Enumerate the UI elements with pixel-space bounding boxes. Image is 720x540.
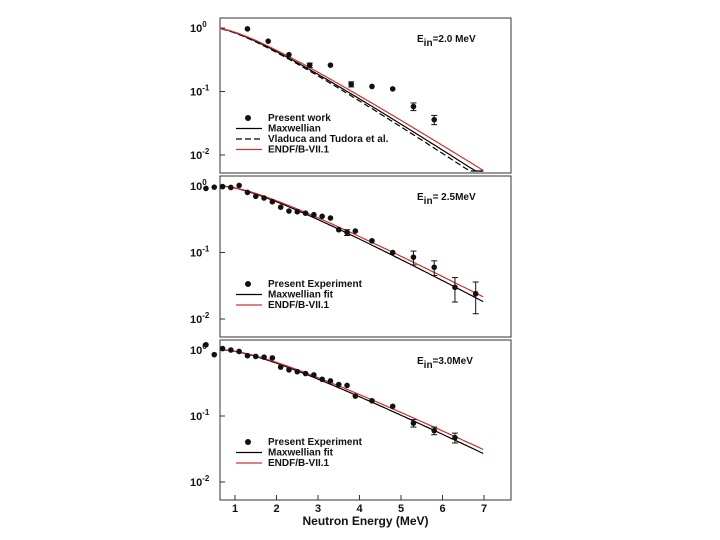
x-tick-label-4: 4 xyxy=(356,503,363,515)
panel-3-point-4 xyxy=(228,347,234,353)
panel-1-legend-label-2: Maxwellian xyxy=(268,124,321,135)
panel-1-point-9 xyxy=(410,103,417,110)
panel-2-point-12 xyxy=(294,208,301,215)
panel-1-legend-label-4: ENDF/B-VII.1 xyxy=(268,145,330,156)
panel-1-point-1 xyxy=(244,26,251,32)
panel-3-point-12 xyxy=(294,368,301,375)
panel-3-point-9 xyxy=(269,355,276,361)
panel-2-point-13 xyxy=(302,210,309,216)
panel-3-legend-marker-1 xyxy=(245,439,251,445)
x-tick-label-6: 6 xyxy=(439,503,445,515)
panel-2-point-6 xyxy=(244,189,251,196)
panel-3-y-tick-label-3: 10-2 xyxy=(190,474,210,489)
panel-2-point-14 xyxy=(311,211,317,218)
panel-3-point-21 xyxy=(389,403,396,410)
panel-3-point-3 xyxy=(219,345,226,352)
panel-1-point-7 xyxy=(369,83,375,90)
panel-2-point-11 xyxy=(286,208,292,214)
panel-1-energy-label: Ein=2.0 MeV xyxy=(417,34,476,49)
panel-1-point-2 xyxy=(265,38,272,44)
panel-3-legend-label-2: Maxwellian fit xyxy=(268,448,334,459)
panel-1-y-tick-label-3: 10-2 xyxy=(190,147,210,162)
panel-3-point-19 xyxy=(352,393,359,399)
panel-1-point-4 xyxy=(306,62,313,68)
panel-2-y-tick-label-2: 10-1 xyxy=(190,245,210,260)
panel-3-point-14 xyxy=(311,372,317,378)
panel-1-curve-1 xyxy=(221,28,484,172)
panel-1-point-8 xyxy=(389,86,396,92)
panel-3-point-1 xyxy=(203,341,209,348)
panel-3-legend-label-3: ENDF/B-VII.1 xyxy=(268,458,330,469)
panel-2-point-15 xyxy=(319,213,325,220)
panel-3-frame xyxy=(219,339,512,501)
x-axis-title: Neutron Energy (MeV) xyxy=(302,514,428,528)
panel-3-point-10 xyxy=(277,364,284,370)
x-tick-label-5: 5 xyxy=(398,503,404,515)
panel-2-legend-label-2: Maxwellian fit xyxy=(268,290,334,301)
panel-1-point-5 xyxy=(327,62,334,68)
panel-2-point-23 xyxy=(431,264,438,271)
panel-2-point-9 xyxy=(269,198,276,205)
panel-2-point-1 xyxy=(203,185,209,192)
panel-3-point-18 xyxy=(344,382,350,389)
x-tick-label-7: 7 xyxy=(481,503,487,515)
panel-3-point-13 xyxy=(302,370,309,377)
panel-2-point-7 xyxy=(252,193,259,200)
panel-1-curve-3 xyxy=(221,28,484,171)
panel-3-point-23 xyxy=(431,427,438,434)
panel-3-legend-label-1: Present Experiment xyxy=(268,437,363,448)
panel-2-point-3 xyxy=(219,183,226,190)
panel-3-energy-label: Ein=3.0MeV xyxy=(417,356,473,371)
panel-2-frame xyxy=(219,175,512,338)
panel-2-point-22 xyxy=(410,254,417,260)
panel-2-point-16 xyxy=(327,215,334,221)
panel-2-point-5 xyxy=(236,182,242,189)
panel-3-point-20 xyxy=(369,397,375,404)
panel-1-legend-label-1: Present work xyxy=(268,113,331,124)
panel-3-point-17 xyxy=(335,381,342,388)
panel-3-point-11 xyxy=(286,367,292,373)
panel-2-point-20 xyxy=(369,237,375,244)
panel-1-frame xyxy=(219,17,512,174)
panel-2-point-24 xyxy=(452,284,458,291)
panel-2-point-2 xyxy=(211,184,218,190)
panel-1-point-10 xyxy=(431,116,438,123)
panel-2-y-tick-label-3: 10-2 xyxy=(190,311,210,326)
panel-2-point-18 xyxy=(344,229,350,236)
panel-2-point-8 xyxy=(261,195,267,201)
panel-2-point-17 xyxy=(335,226,342,233)
panel-3-point-5 xyxy=(236,348,242,355)
panel-1-legend-marker-1 xyxy=(245,115,251,121)
x-tick-label-1: 1 xyxy=(232,503,238,515)
panel-2-y-tick-label-1: 100 xyxy=(190,178,207,193)
x-tick-label-2: 2 xyxy=(273,503,279,515)
panel-2-energy-label: Ein= 2.5MeV xyxy=(417,192,476,207)
panel-1-point-3 xyxy=(286,51,292,58)
panel-3-point-7 xyxy=(252,353,259,360)
panel-2-legend-label-1: Present Experiment xyxy=(268,279,363,290)
panel-2-point-4 xyxy=(228,184,234,191)
panel-1-curve-2 xyxy=(221,28,484,172)
panel-1-legend-label-3: Vladuca and Tudora et al. xyxy=(268,134,389,145)
panel-1-y-tick-label-1: 100 xyxy=(190,20,207,35)
panel-3-point-16 xyxy=(327,378,334,384)
panel-2-point-10 xyxy=(277,204,284,210)
panel-3-point-15 xyxy=(319,376,325,383)
panel-2-point-19 xyxy=(352,228,359,234)
panel-2-point-21 xyxy=(389,249,396,256)
panel-1-point-6 xyxy=(348,81,355,88)
panel-3-point-8 xyxy=(261,354,267,360)
panel-3-point-6 xyxy=(244,352,251,359)
panel-3-point-24 xyxy=(452,434,458,441)
panel-2-legend-marker-1 xyxy=(245,281,251,287)
panel-3-y-tick-label-2: 10-1 xyxy=(190,408,210,423)
panel-3-point-2 xyxy=(211,351,218,358)
panel-2-point-25 xyxy=(472,290,479,297)
panel-1-y-tick-label-2: 10-1 xyxy=(190,84,210,99)
x-tick-label-3: 3 xyxy=(315,503,321,515)
panel-3-point-22 xyxy=(410,420,417,426)
panel-2-legend-label-3: ENDF/B-VII.1 xyxy=(268,300,330,311)
